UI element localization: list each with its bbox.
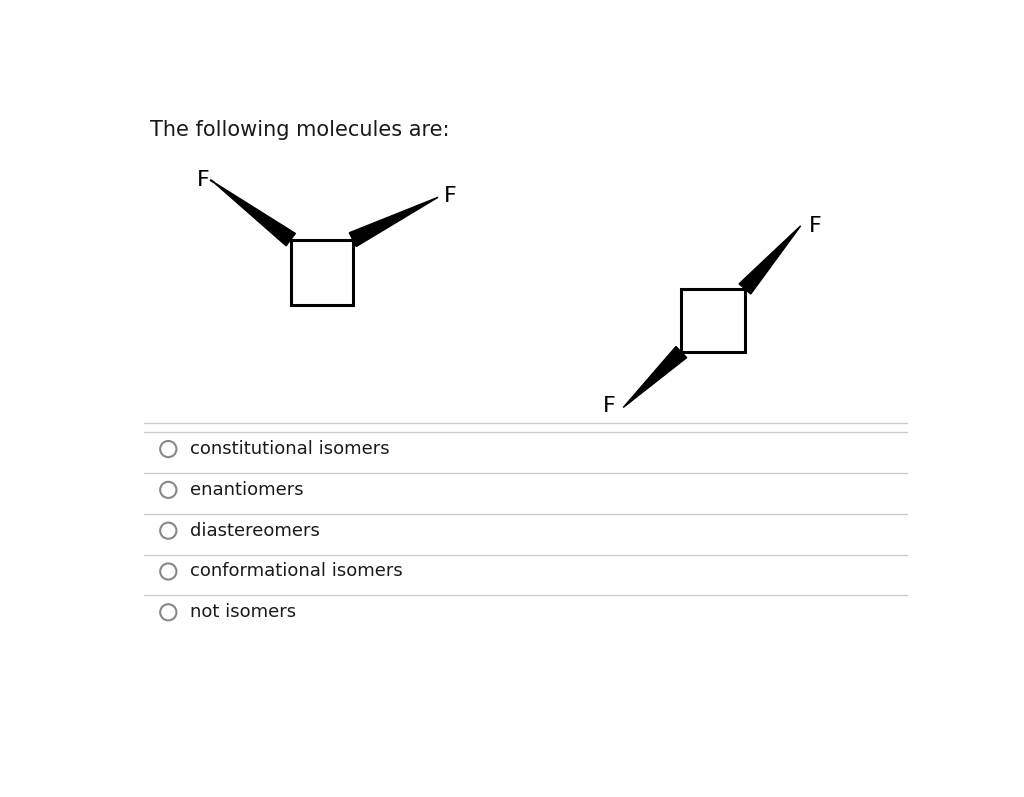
Text: enantiomers: enantiomers: [190, 481, 304, 499]
Circle shape: [160, 563, 176, 579]
Bar: [681, 289, 744, 352]
Polygon shape: [349, 198, 438, 246]
Circle shape: [160, 523, 176, 539]
Text: F: F: [809, 216, 821, 236]
Text: constitutional isomers: constitutional isomers: [190, 440, 389, 458]
Text: not isomers: not isomers: [190, 603, 296, 622]
Polygon shape: [213, 182, 295, 245]
Circle shape: [160, 441, 176, 457]
Text: F: F: [444, 186, 457, 206]
Text: conformational isomers: conformational isomers: [190, 563, 402, 580]
Text: F: F: [197, 171, 209, 190]
Circle shape: [160, 482, 176, 498]
Polygon shape: [739, 226, 801, 294]
Text: The following molecules are:: The following molecules are:: [150, 120, 450, 140]
Text: diastereomers: diastereomers: [190, 522, 319, 540]
Circle shape: [160, 604, 176, 620]
Polygon shape: [624, 347, 687, 407]
Bar: [291, 240, 352, 305]
Text: F: F: [603, 396, 615, 416]
